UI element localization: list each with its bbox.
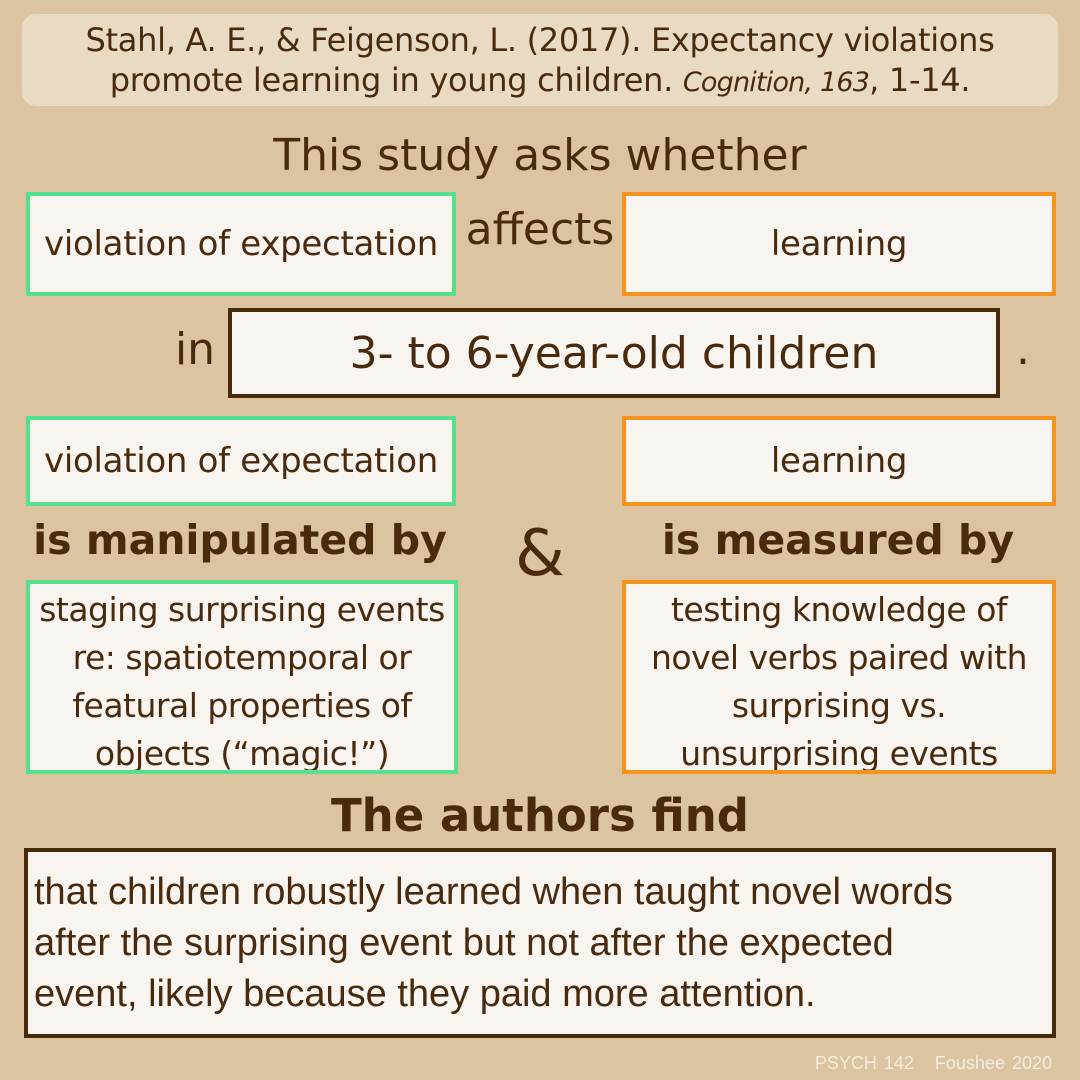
population-label: 3- to 6-year-old children: [349, 327, 879, 379]
independent-variable-box: violation of expectation: [26, 192, 456, 296]
findings-heading: The authors find: [330, 789, 750, 842]
manipulation-line: staging surprising events: [39, 590, 445, 629]
measure-line: unsurprising events: [680, 734, 998, 773]
manipulated-by-label: is manipulated by: [33, 516, 447, 564]
dependent-variable-label: learning: [770, 224, 908, 264]
independent-variable-label: violation of expectation: [44, 224, 438, 264]
findings-text: that children robustly learned when taug…: [34, 867, 953, 1020]
findings-line: after the surprising event but not after…: [34, 921, 894, 964]
population-box: 3- to 6-year-old children: [228, 308, 1000, 398]
manipulation-box: staging surprising events re: spatiotemp…: [26, 580, 458, 774]
manipulation-line: featural properties of: [72, 686, 412, 725]
sentence-period: .: [1016, 324, 1030, 375]
iv-operational-box: violation of expectation: [26, 416, 456, 506]
findings-line: that children robustly learned when taug…: [34, 870, 953, 913]
manipulation-text: staging surprising events re: spatiotemp…: [39, 586, 445, 773]
measure-line: testing knowledge of: [670, 590, 1008, 629]
findings-box: that children robustly learned when taug…: [24, 848, 1056, 1038]
affects-connector: affects: [465, 204, 615, 255]
measure-box: testing knowledge of novel verbs paired …: [622, 580, 1056, 774]
ampersand: &: [515, 517, 565, 591]
dv-operational-label: learning: [770, 441, 908, 481]
measured-by-label: is measured by: [661, 516, 1015, 564]
measure-text: testing knowledge of novel verbs paired …: [650, 586, 1028, 773]
footer-credit: PSYCH 142 Foushee 2020: [815, 1053, 1052, 1074]
citation-banner: Stahl, A. E., & Feigenson, L. (2017). Ex…: [22, 14, 1058, 106]
citation-line-1: Stahl, A. E., & Feigenson, L. (2017). Ex…: [85, 21, 995, 59]
manipulation-line: objects (“magic!”): [94, 734, 390, 773]
iv-operational-label: violation of expectation: [44, 441, 438, 481]
citation-title-end: promote learning in young children.: [109, 61, 683, 99]
findings-line: event, likely because they paid more att…: [34, 972, 816, 1015]
manipulation-line: re: spatiotemporal or: [72, 638, 412, 677]
citation-journal: Cognition, 163: [682, 67, 870, 98]
citation-pages: , 1-14.: [869, 61, 971, 99]
dv-operational-box: learning: [622, 416, 1056, 506]
measure-line: novel verbs paired with: [650, 638, 1028, 677]
citation-line-2: promote learning in young children. Cogn…: [22, 60, 1058, 103]
measure-line: surprising vs.: [731, 686, 947, 725]
footer-course: PSYCH 142: [814, 1053, 914, 1073]
question-lead: This study asks whether: [273, 130, 807, 181]
footer-author: Foushee 2020: [934, 1053, 1052, 1073]
in-word: in: [174, 324, 216, 375]
dependent-variable-box: learning: [622, 192, 1056, 296]
